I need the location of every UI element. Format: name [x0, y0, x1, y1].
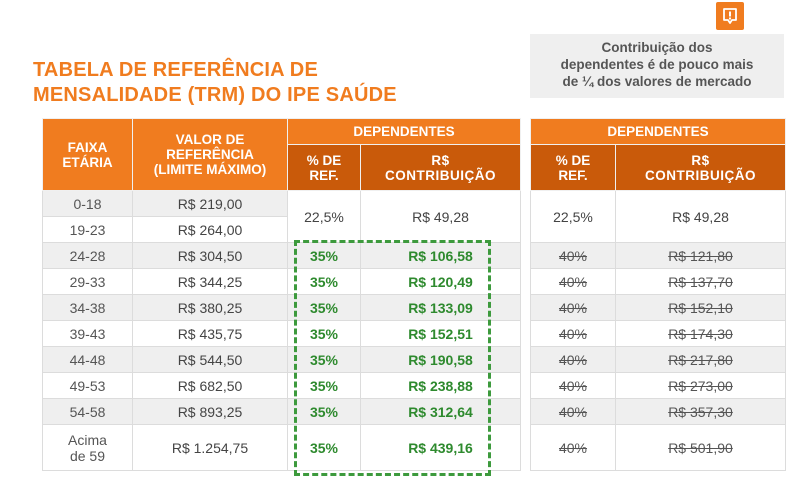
table-row: 49-53 R$ 682,50 35% R$ 238,88 — [42, 372, 521, 399]
table-row: 29-33 R$ 344,25 35% R$ 120,49 — [42, 268, 521, 295]
header-contribution-market: R$ CONTRIBUIÇÃO — [615, 144, 786, 191]
table-row: 0-18 R$ 219,00 22,5% R$ 49,28 — [42, 190, 521, 243]
table-row: Acima de 59 R$ 1.254,75 35% R$ 439,16 — [42, 424, 521, 471]
header-dependents: DEPENDENTES — [287, 118, 521, 145]
page-title: TABELA DE REFERÊNCIA DE MENSALIDADE (TRM… — [33, 58, 453, 108]
table-row: 39-43 R$ 435,75 35% R$ 152,51 — [42, 320, 521, 347]
table-row: 44-48 R$ 544,50 35% R$ 190,58 — [42, 346, 521, 373]
table-row: 34-38 R$ 380,25 35% R$ 133,09 — [42, 294, 521, 321]
table-row: 40% R$ 174,30 — [530, 320, 786, 347]
header-age: FAIXA ETÁRIA — [42, 118, 133, 191]
merged-contribution: R$ 49,28 — [360, 190, 521, 243]
table-row: 40% R$ 273,00 — [530, 372, 786, 399]
note-line-3: de ¼ dos valores de mercado — [562, 74, 752, 89]
market-note: Contribuição dos dependentes é de pouco … — [530, 34, 784, 98]
trm-table: FAIXA ETÁRIA VALOR DE REFERÊNCIA (LIMITE… — [42, 118, 521, 471]
table-row: 40% R$ 121,80 — [530, 242, 786, 269]
table-row: 54-58 R$ 893,25 35% R$ 312,64 — [42, 398, 521, 425]
table-row: 40% R$ 137,70 — [530, 268, 786, 295]
alert-square-icon[interactable] — [716, 2, 744, 30]
market-table: DEPENDENTES % DE REF. R$ CONTRIBUIÇÃO 22… — [530, 118, 786, 471]
header-contribution: R$ CONTRIBUIÇÃO — [360, 144, 521, 191]
table-row: 22,5% R$ 49,28 — [530, 190, 786, 243]
header-dependents-market: DEPENDENTES — [530, 118, 786, 145]
table-row: 40% R$ 152,10 — [530, 294, 786, 321]
header-pct-ref: % DE REF. — [287, 144, 361, 191]
note-line-1: Contribuição dos — [601, 40, 713, 55]
title-line-2: MENSALIDADE (TRM) DO IPE SAÚDE — [33, 84, 397, 106]
header-reference-value: VALOR DE REFERÊNCIA (LIMITE MÁXIMO) — [132, 118, 288, 191]
table-row: 40% R$ 217,80 — [530, 346, 786, 373]
header-pct-ref-market: % DE REF. — [530, 144, 616, 191]
table-row: 24-28 R$ 304,50 35% R$ 106,58 — [42, 242, 521, 269]
merged-pct: 22,5% — [287, 190, 361, 243]
table-row: 19-23 R$ 264,00 — [42, 216, 521, 243]
table-row: 40% R$ 357,30 — [530, 398, 786, 425]
note-line-2: dependentes é de pouco mais — [560, 57, 754, 72]
title-line-1: TABELA DE REFERÊNCIA DE — [33, 59, 318, 81]
table-row: 40% R$ 501,90 — [530, 424, 786, 471]
